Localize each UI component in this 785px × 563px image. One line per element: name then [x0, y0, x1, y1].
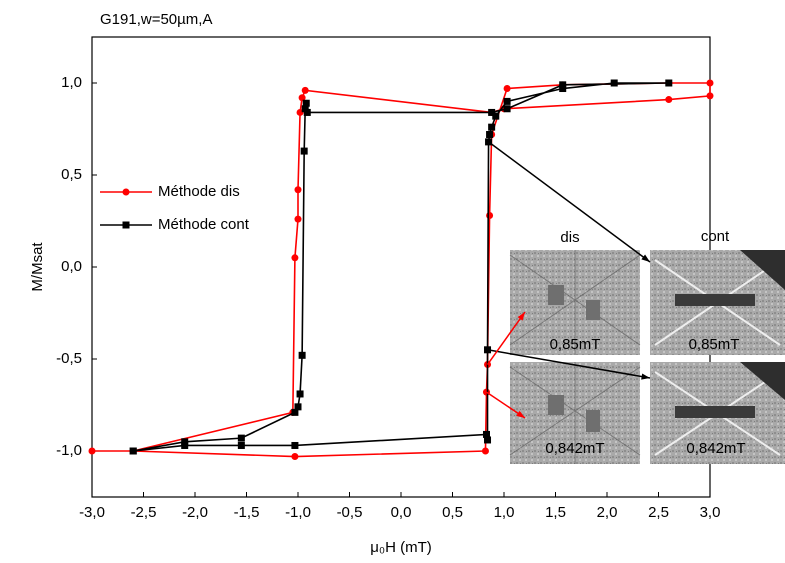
- arrow: [486, 311, 526, 365]
- x-tick-label: 3,0: [700, 504, 721, 521]
- data-point: [486, 211, 494, 219]
- data-point: [503, 97, 511, 105]
- data-point: [298, 351, 306, 359]
- data-point: [300, 147, 308, 155]
- arrow: [487, 349, 651, 380]
- y-tick-label: 0,0: [61, 258, 82, 275]
- data-point: [482, 430, 490, 438]
- y-tick-label: -0,5: [56, 350, 82, 367]
- inset-images: [509, 250, 785, 464]
- x-tick-label: 2,0: [597, 504, 618, 521]
- data-point: [488, 123, 496, 131]
- data-point: [492, 112, 500, 120]
- data-point: [303, 108, 311, 116]
- data-point: [488, 108, 496, 116]
- x-tick-label: -3,0: [79, 504, 105, 521]
- data-point: [559, 81, 567, 89]
- data-point: [237, 434, 245, 442]
- x-tick-label: -0,5: [337, 504, 363, 521]
- x-tick-label: -1,5: [234, 504, 260, 521]
- data-point: [665, 96, 673, 104]
- data-point: [484, 436, 492, 444]
- x-axis-label: μ₀H (mT): [370, 539, 432, 556]
- legend-label: Méthode cont: [158, 216, 250, 233]
- data-point: [291, 453, 299, 461]
- x-tick-label: -2,5: [131, 504, 157, 521]
- data-point: [610, 79, 618, 87]
- y-axis-label: M/Msat: [29, 242, 46, 292]
- series-line: [92, 82, 711, 458]
- inset-label: 0,842mT: [545, 440, 604, 457]
- data-point: [503, 85, 511, 93]
- data-point: [129, 447, 137, 455]
- data-point: [294, 403, 302, 411]
- data-point: [237, 441, 245, 449]
- legend-label: Méthode dis: [158, 183, 240, 200]
- inset-label: 0,85mT: [689, 336, 740, 353]
- x-tick-label: 0,5: [442, 504, 463, 521]
- data-point: [294, 215, 302, 223]
- legend-marker: [122, 221, 130, 229]
- data-point: [486, 131, 494, 139]
- data-point: [88, 447, 96, 455]
- data-point: [294, 186, 302, 194]
- data-point: [302, 99, 310, 107]
- data-point: [298, 94, 306, 102]
- y-tick-label: 0,5: [61, 166, 82, 183]
- inset-header: cont: [701, 228, 730, 245]
- data-point: [291, 408, 299, 416]
- inset-label: 0,85mT: [550, 336, 601, 353]
- data-point: [706, 92, 714, 100]
- data-point: [291, 441, 299, 449]
- data-point: [181, 441, 189, 449]
- x-tick-label: 1,5: [545, 504, 566, 521]
- data-point: [559, 85, 567, 93]
- inset-label: 0,842mT: [686, 440, 745, 457]
- y-tick-label: 1,0: [61, 74, 82, 91]
- x-tick-label: -1,0: [285, 504, 311, 521]
- inset-header: dis: [560, 229, 579, 246]
- data-point: [301, 86, 309, 94]
- x-tick-label: -2,0: [182, 504, 208, 521]
- data-point: [665, 79, 673, 87]
- data-point: [301, 105, 309, 113]
- x-tick-label: 2,5: [648, 504, 669, 521]
- data-point: [706, 79, 714, 87]
- data-point: [296, 390, 304, 398]
- chart-title: G191,w=50µm,A: [100, 11, 212, 28]
- data-point: [181, 438, 189, 446]
- arrow: [488, 141, 651, 263]
- data-point: [481, 447, 489, 455]
- y-tick-label: -1,0: [56, 442, 82, 459]
- x-tick-label: 0,0: [391, 504, 412, 521]
- arrow: [486, 391, 526, 419]
- data-point: [291, 254, 299, 262]
- x-tick-label: 1,0: [494, 504, 515, 521]
- legend-marker: [122, 188, 130, 196]
- data-point: [503, 105, 511, 113]
